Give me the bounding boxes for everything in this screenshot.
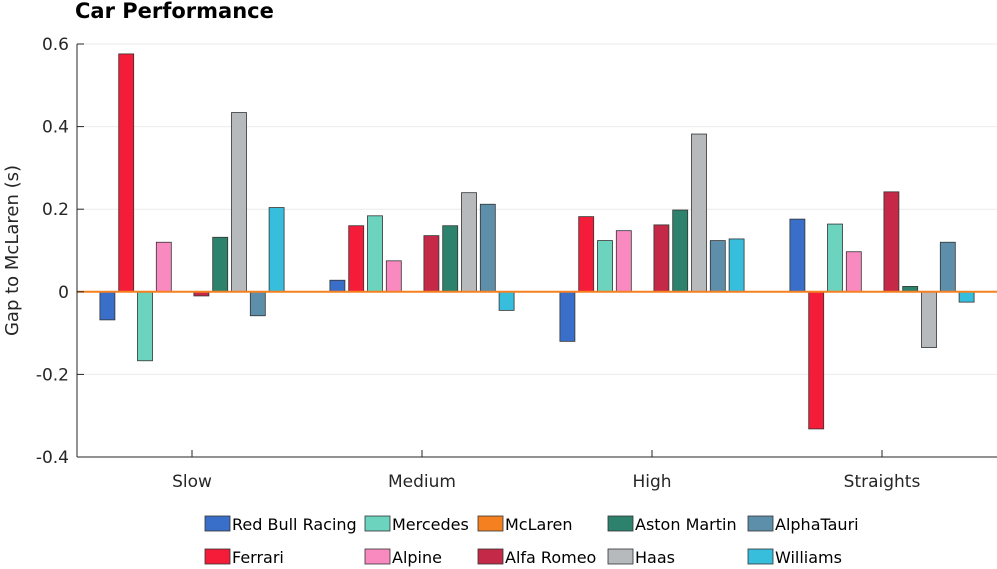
legend-swatch-alphatauri [747, 515, 774, 532]
x-tick-label: High [632, 472, 671, 492]
legend-label-haas: Haas [635, 548, 675, 567]
legend-swatch-williams [747, 548, 774, 565]
legend-label-aston-martin: Aston Martin [635, 515, 737, 534]
bar-aston-martin-high [672, 209, 689, 293]
bar-red-bull-racing-straights [789, 218, 806, 293]
bar-haas-straights [921, 291, 937, 348]
legend-swatch-alfa-romeo [477, 548, 504, 565]
y-axis-ticks: -0.4 -0.2 0 0.2 0.4 0.6 [36, 35, 84, 468]
y-tick-label: 0 [58, 283, 69, 303]
legend-swatch-ferrari [204, 548, 231, 565]
bar-alpine-high [615, 230, 632, 293]
bar-williams-slow [268, 207, 285, 293]
bar-red-bull-racing-high [559, 291, 576, 342]
x-axis-ticks: Slow Medium High Straights [172, 450, 920, 492]
bar-red-bull-racing-slow [99, 291, 116, 321]
bar-mercedes-straights [827, 223, 843, 293]
bars [99, 53, 975, 430]
x-tick-label: Slow [172, 472, 212, 492]
bar-haas-slow [231, 112, 247, 293]
bar-ferrari-straights [808, 291, 825, 430]
bar-alphatauri-medium [479, 203, 496, 293]
y-tick-label: 0.4 [42, 118, 69, 138]
legend-label-red-bull-racing: Red Bull Racing [232, 515, 357, 534]
legend-label-alpine: Alpine [392, 548, 442, 567]
legend-label-mercedes: Mercedes [392, 515, 469, 534]
bar-mercedes-medium [367, 215, 383, 293]
bar-ferrari-medium [348, 225, 365, 293]
bar-aston-martin-slow [212, 236, 229, 293]
y-tick-label: -0.4 [36, 448, 69, 468]
bar-ferrari-slow [118, 53, 135, 293]
legend-swatch-aston-martin [607, 515, 634, 532]
bar-haas-high [691, 133, 707, 293]
bar-aston-martin-medium [442, 225, 459, 293]
bar-red-bull-racing-medium [329, 279, 346, 293]
legend-label-alfa-romeo: Alfa Romeo [505, 548, 596, 567]
bar-williams-medium [498, 291, 515, 311]
bar-alpine-slow [155, 241, 172, 293]
bar-mercedes-high [597, 240, 613, 293]
legend: Red Bull Racing Mercedes McLaren Aston Mart… [204, 515, 859, 567]
legend-label-alphatauri: AlphaTauri [775, 515, 859, 534]
legend-swatch-alpine [364, 548, 391, 565]
bar-ferrari-high [578, 216, 595, 293]
chart-title: Car Performance [75, 0, 274, 23]
bar-alpine-medium [385, 260, 402, 293]
x-tick-label: Straights [844, 472, 921, 492]
bar-mercedes-slow [137, 291, 153, 362]
legend-swatch-red-bull-racing [204, 515, 231, 532]
legend-swatch-mclaren [477, 515, 504, 532]
y-tick-label: 0.2 [42, 200, 69, 220]
legend-swatch-mercedes [364, 515, 391, 532]
y-tick-label: -0.2 [36, 365, 69, 385]
bar-alphatauri-straights [939, 241, 956, 293]
bar-alphatauri-slow [249, 291, 266, 317]
y-axis-label: Gap to McLaren (s) [2, 165, 23, 336]
bar-alpine-straights [845, 251, 862, 293]
legend-swatch-haas [607, 548, 634, 565]
axes [76, 44, 997, 458]
legend-label-ferrari: Ferrari [232, 548, 284, 567]
bar-williams-straights [958, 291, 975, 303]
bar-williams-high [728, 238, 745, 293]
x-tick-label: Medium [388, 472, 456, 492]
y-tick-label: 0.6 [42, 35, 69, 55]
bar-alphatauri-high [709, 240, 726, 293]
bar-alfa-romeo-high [653, 224, 670, 293]
bar-haas-medium [461, 192, 477, 293]
legend-label-williams: Williams [775, 548, 842, 567]
bar-alfa-romeo-medium [423, 235, 440, 293]
bar-alfa-romeo-straights [883, 191, 900, 293]
legend-label-mclaren: McLaren [505, 515, 573, 534]
